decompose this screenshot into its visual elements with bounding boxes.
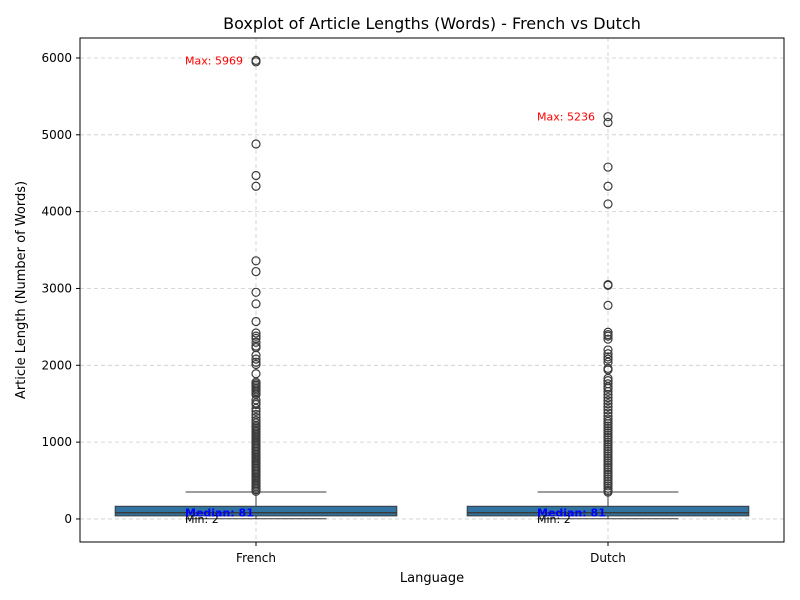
- outlier-point: [603, 465, 613, 475]
- outlier-point: [251, 139, 261, 149]
- outlier-point: [603, 405, 613, 415]
- outlier-point: [603, 472, 613, 482]
- outlier-point: [603, 428, 613, 438]
- outlier-point: [603, 481, 613, 491]
- y-tick-label: 2000: [41, 358, 72, 372]
- outlier-point: [251, 266, 261, 277]
- outlier-point: [603, 117, 613, 128]
- outlier-point: [603, 199, 613, 209]
- outlier-point: [603, 435, 613, 445]
- outlier-point: [251, 316, 261, 327]
- outlier-point: [603, 112, 613, 122]
- outlier-point: [603, 396, 613, 406]
- outlier-point: [603, 446, 613, 456]
- plot-frame: [79, 37, 785, 543]
- x-tick-label: Dutch: [590, 551, 626, 565]
- x-axis-label: Language: [400, 571, 464, 586]
- outlier-point: [251, 399, 261, 410]
- outlier-point: [603, 300, 613, 310]
- outlier-point: [603, 280, 613, 290]
- outlier-point: [603, 449, 613, 459]
- y-tick-label: 3000: [41, 281, 72, 295]
- outlier-point: [251, 181, 261, 191]
- box-iqr: [114, 505, 398, 517]
- outlier-point: [603, 354, 613, 364]
- outlier-point: [603, 487, 613, 497]
- outlier-point: [603, 453, 613, 463]
- outlier-point: [603, 432, 613, 443]
- outlier-point: [603, 162, 613, 172]
- outlier-point: [603, 458, 613, 468]
- y-tick-label: 1000: [41, 435, 72, 449]
- outlier-point: [603, 462, 613, 473]
- y-tick-label: 5000: [41, 128, 72, 142]
- outlier-point: [603, 430, 613, 440]
- outlier-point: [603, 181, 613, 191]
- y-axis-label: Article Length (Number of Words): [14, 181, 29, 399]
- max-annotation: Max: 5969: [185, 54, 243, 67]
- outlier-point: [603, 469, 613, 479]
- median-annotation: Median: 81: [185, 507, 254, 520]
- y-tick-label: 6000: [41, 51, 72, 65]
- box-iqr: [466, 505, 750, 517]
- median-annotation: Median: 81: [537, 507, 606, 520]
- outlier-point: [603, 437, 613, 447]
- outlier-point: [603, 425, 613, 436]
- outlier-point: [603, 383, 613, 393]
- outlier-point: [603, 451, 613, 461]
- outlier-point: [251, 350, 261, 360]
- outlier-point: [603, 345, 613, 355]
- outlier-point: [603, 467, 613, 477]
- outlier-point: [251, 337, 261, 347]
- chart-title: Boxplot of Article Lengths (Words) - Fre…: [223, 14, 641, 33]
- outlier-point: [603, 386, 613, 397]
- grid-layer: [80, 38, 784, 542]
- outlier-point: [251, 256, 261, 266]
- outlier-point: [603, 442, 613, 452]
- outlier-point: [251, 331, 261, 341]
- min-annotation: Min: 2: [185, 513, 219, 526]
- outlier-point: [251, 354, 261, 364]
- outlier-point: [603, 414, 613, 424]
- outlier-point: [603, 392, 613, 403]
- outlier-point: [603, 455, 613, 466]
- outlier-point: [603, 331, 613, 341]
- outlier-point: [603, 352, 613, 362]
- outlier-point: [251, 57, 261, 67]
- outlier-point: [251, 328, 261, 338]
- x-tick-label: French: [236, 551, 276, 565]
- outlier-point: [603, 421, 613, 431]
- axis-layer: 0 1000 2000 3000 4000 5000 6000 French Dutch: [41, 51, 625, 565]
- min-annotation: Min: 2: [537, 513, 571, 526]
- y-tick-label: 4000: [41, 205, 72, 219]
- outlier-point: [251, 170, 261, 181]
- outlier-point: [603, 399, 613, 409]
- outlier-point: [603, 327, 613, 337]
- outlier-point: [251, 486, 261, 496]
- outlier-point: [603, 460, 613, 470]
- outlier-point: [603, 474, 613, 484]
- outlier-point: [251, 403, 261, 413]
- outlier-point: [603, 483, 613, 493]
- outlier-point: [603, 444, 613, 454]
- outlier-point: [251, 359, 261, 370]
- outlier-point: [603, 439, 613, 450]
- outlier-point: [251, 357, 261, 367]
- max-annotation: Max: 5236: [537, 111, 595, 124]
- outlier-point: [603, 476, 613, 486]
- y-tick-label: 0: [64, 512, 72, 526]
- outlier-point: [603, 416, 613, 426]
- outlier-point: [603, 419, 613, 429]
- outlier-point: [603, 334, 613, 344]
- outlier-point: [603, 402, 613, 412]
- outlier-point: [603, 423, 613, 433]
- outlier-point: [603, 389, 613, 400]
- outlier-point: [251, 406, 261, 416]
- outlier-point: [251, 287, 261, 297]
- outlier-point: [251, 299, 261, 309]
